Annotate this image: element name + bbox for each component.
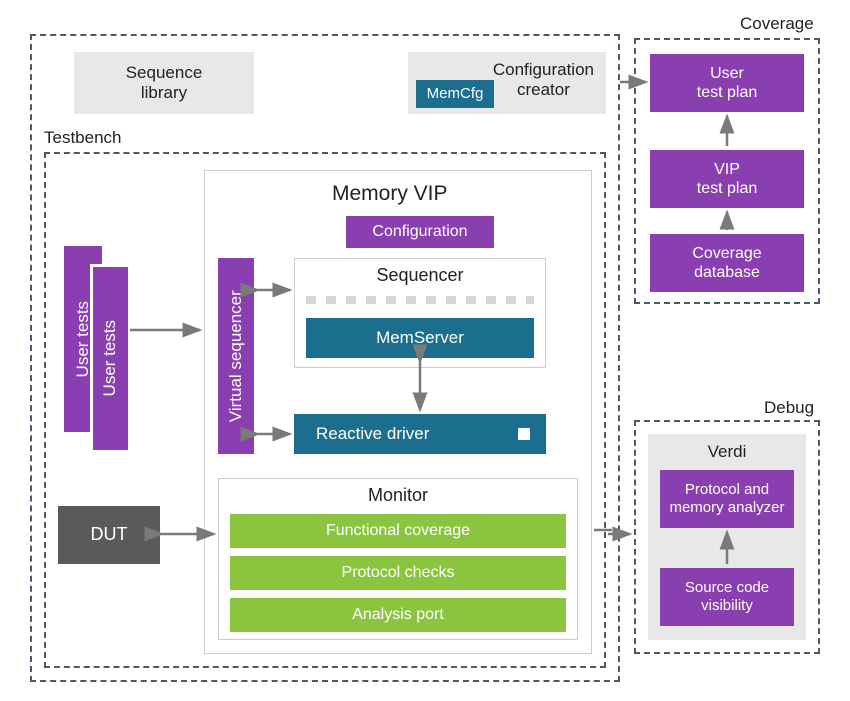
functional-coverage-box: Functional coverage: [230, 514, 566, 548]
config-creator-box: Configuration creator MemCfg: [408, 52, 606, 114]
monitor-title: Monitor: [368, 485, 428, 507]
sequencer-title: Sequencer: [376, 265, 463, 287]
virtual-sequencer-label: Virtual sequencer: [226, 290, 246, 422]
protocol-analyzer-box: Protocol and memory analyzer: [660, 470, 794, 528]
sequence-library-box: Sequence library: [74, 52, 254, 114]
memserver-box: MemServer: [306, 318, 534, 358]
coverage-db-box: Coverage database: [650, 234, 804, 292]
dut-box: DUT: [58, 506, 160, 564]
debug-label: Debug: [764, 398, 814, 418]
source-code-vis-box: Source code visibility: [660, 568, 794, 626]
user-tests-box-front: User tests: [90, 264, 128, 450]
sequencer-dots: [306, 296, 534, 304]
diagram-canvas: Testbench Sequence library Configuration…: [0, 0, 850, 701]
verdi-title: Verdi: [708, 442, 747, 462]
config-creator-label: Configuration creator: [493, 60, 594, 101]
vip-test-plan-box: VIP test plan: [650, 150, 804, 208]
protocol-checks-box: Protocol checks: [230, 556, 566, 590]
reactive-driver-box: Reactive driver: [294, 414, 546, 454]
coverage-label: Coverage: [740, 14, 814, 34]
memory-vip-title: Memory VIP: [332, 182, 448, 206]
analysis-port-box: Analysis port: [230, 598, 566, 632]
configuration-box: Configuration: [346, 216, 494, 248]
testbench-label: Testbench: [44, 128, 122, 148]
virtual-sequencer-box: Virtual sequencer: [218, 258, 254, 454]
reactive-driver-stop-icon: [518, 428, 530, 440]
reactive-driver-label: Reactive driver: [316, 424, 429, 444]
memcfg-box: MemCfg: [416, 80, 494, 108]
user-test-plan-box: User test plan: [650, 54, 804, 112]
user-tests-label-front: User tests: [100, 320, 120, 397]
